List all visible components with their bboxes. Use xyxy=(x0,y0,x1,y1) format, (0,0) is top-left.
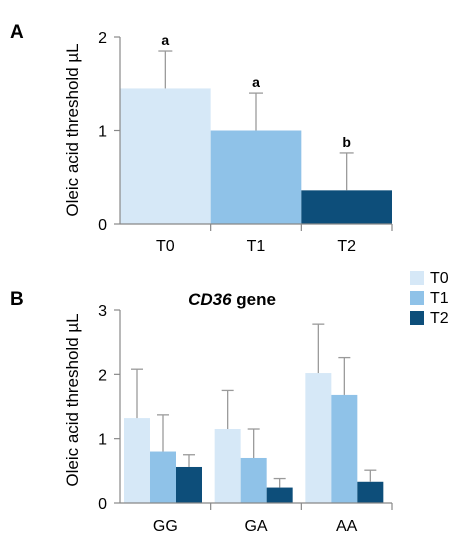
legend-swatch-t2 xyxy=(410,311,424,325)
panel-a-bars: a a b xyxy=(120,32,392,224)
significance-letter-t1: a xyxy=(252,74,260,90)
y-tick-label: 0 xyxy=(98,217,107,234)
bar-gg-t1 xyxy=(150,451,176,503)
x-tick-label-ga: GA xyxy=(244,518,267,535)
bar-gg-t0 xyxy=(124,418,150,503)
bar-t0 xyxy=(120,88,211,224)
legend-label-t1: T1 xyxy=(430,290,449,307)
legend-swatch-t0 xyxy=(410,271,424,285)
legend-swatch-t1 xyxy=(410,291,424,305)
x-tick-label-aa: AA xyxy=(336,518,358,535)
significance-letter-t2: b xyxy=(342,134,351,150)
legend-label-t2: T2 xyxy=(430,310,449,327)
y-tick-label: 2 xyxy=(98,30,107,47)
panel-b-title: CD36 gene xyxy=(188,290,276,309)
bar-ga-t1 xyxy=(240,457,267,503)
panel-b-legend: T0 T1 T2 xyxy=(410,270,449,327)
bar-t2 xyxy=(301,190,392,224)
y-tick-label: 3 xyxy=(98,303,107,320)
panel-b-bars xyxy=(124,323,384,503)
x-tick-label-t1: T1 xyxy=(247,238,266,255)
panel-b-title-gene: CD36 xyxy=(188,290,232,309)
panel-b-axes: GG GA AA 0 1 2 3 xyxy=(98,303,393,535)
y-tick-label: 2 xyxy=(98,367,107,384)
bar-ga-t2 xyxy=(266,487,293,503)
x-tick-label-t2: T2 xyxy=(337,238,356,255)
panel-a-y-axis-label: Oleic acid threshold µL xyxy=(63,43,82,216)
legend-label-t0: T0 xyxy=(430,270,449,287)
y-tick-label: 1 xyxy=(98,432,107,449)
x-tick-label-gg: GG xyxy=(153,518,178,535)
bar-aa-t0 xyxy=(305,373,332,503)
bar-ga-t0 xyxy=(214,429,241,503)
panel-a-axes: T0 T1 T2 0 1 2 xyxy=(98,30,393,255)
bar-aa-t2 xyxy=(357,481,384,503)
panel-a-label: A xyxy=(10,22,24,43)
significance-letter-t0: a xyxy=(161,32,169,48)
panel-b-y-axis-label: Oleic acid threshold µL xyxy=(63,313,82,486)
x-tick-label-t0: T0 xyxy=(156,238,175,255)
bar-gg-t2 xyxy=(176,466,202,503)
panel-b-title-rest: gene xyxy=(232,290,276,309)
y-tick-label: 1 xyxy=(98,124,107,141)
bar-t1 xyxy=(210,130,302,224)
panel-b: B CD36 gene Oleic acid threshold µL GG GA… xyxy=(10,270,449,535)
panel-a: A Oleic acid threshold µL a a b T0 T1 T2 0 1 2 xyxy=(10,22,393,255)
panel-b-label: B xyxy=(10,289,24,310)
bar-aa-t1 xyxy=(331,394,358,503)
y-tick-label: 0 xyxy=(98,496,107,513)
